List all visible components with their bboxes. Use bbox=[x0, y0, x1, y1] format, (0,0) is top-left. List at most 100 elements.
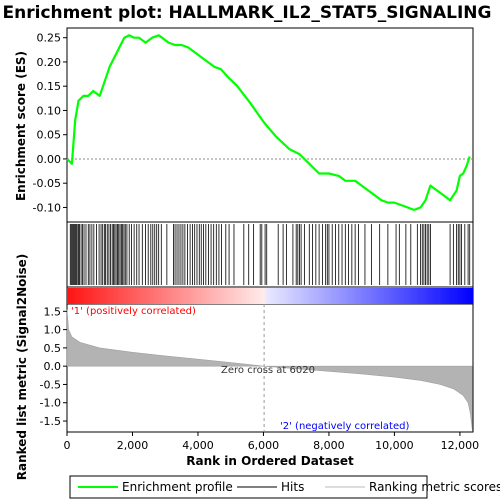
colorbar-segment bbox=[107, 288, 111, 304]
colorbar-segment bbox=[371, 288, 375, 304]
colorbar-segment bbox=[193, 288, 198, 304]
colorbar-segment bbox=[341, 288, 345, 304]
colorbar-segment bbox=[292, 288, 296, 304]
colorbar-segment bbox=[363, 288, 368, 304]
colorbar-segment bbox=[186, 288, 190, 304]
colorbar-segment bbox=[105, 288, 109, 304]
colorbar-segment bbox=[272, 288, 276, 304]
colorbar-segment bbox=[305, 288, 309, 304]
colorbar-segment bbox=[440, 288, 444, 304]
colorbar-segment bbox=[399, 288, 403, 304]
colorbar-segment bbox=[414, 288, 418, 304]
es-ytick-label: 0.00 bbox=[37, 153, 62, 166]
colorbar-segment bbox=[150, 288, 154, 304]
colorbar-segment bbox=[427, 288, 431, 304]
metric-xtick-label: 12,000 bbox=[441, 439, 480, 452]
es-ytick-label: 0.10 bbox=[37, 104, 62, 117]
colorbar-segment bbox=[310, 288, 314, 304]
colorbar-segment bbox=[396, 288, 401, 304]
metric-xtick-label: 8,000 bbox=[313, 439, 345, 452]
colorbar-segment bbox=[353, 288, 357, 304]
colorbar-segment bbox=[424, 288, 428, 304]
colorbar-segment bbox=[69, 288, 73, 304]
colorbar-segment bbox=[277, 288, 281, 304]
negative-correlation-label: '2' (negatively correlated) bbox=[280, 421, 409, 432]
colorbar-segment bbox=[366, 288, 370, 304]
colorbar-segment bbox=[417, 288, 421, 304]
colorbar-segment bbox=[176, 288, 180, 304]
colorbar-segment bbox=[211, 288, 215, 304]
colorbar-segment bbox=[325, 288, 329, 304]
colorbar-segment bbox=[143, 288, 147, 304]
colorbar-segment bbox=[254, 288, 258, 304]
metric-axis-label: Ranked list metric (Signal2Noise) bbox=[15, 254, 29, 481]
legend-hits-label: Hits bbox=[281, 480, 304, 494]
colorbar-segment bbox=[201, 288, 205, 304]
colorbar-segment bbox=[82, 288, 86, 304]
legend-metric-label: Ranking metric scores bbox=[369, 480, 500, 494]
metric-xtick-label: 10,000 bbox=[375, 439, 414, 452]
colorbar-segment bbox=[163, 288, 167, 304]
colorbar-segment bbox=[437, 288, 441, 304]
colorbar-segment bbox=[247, 288, 251, 304]
colorbar-segment bbox=[442, 288, 446, 304]
colorbar-segment bbox=[120, 288, 124, 304]
positive-correlation-label: '1' (positively correlated) bbox=[71, 306, 196, 317]
colorbar-segment bbox=[127, 288, 132, 304]
colorbar-segment bbox=[404, 288, 408, 304]
es-ytick-label: 0.25 bbox=[37, 32, 62, 45]
metric-ytick-label: 0.0 bbox=[44, 360, 62, 373]
colorbar-segment bbox=[315, 288, 319, 304]
metric-ytick-label: 1.0 bbox=[44, 324, 62, 337]
colorbar-segment bbox=[239, 288, 243, 304]
colorbar-segment bbox=[356, 288, 360, 304]
colorbar-segment bbox=[323, 288, 327, 304]
colorbar-segment bbox=[401, 288, 406, 304]
colorbar-segment bbox=[171, 288, 175, 304]
colorbar-segment bbox=[343, 288, 347, 304]
colorbar-segment bbox=[160, 288, 165, 304]
colorbar-segment bbox=[447, 288, 451, 304]
colorbar-segment bbox=[226, 288, 230, 304]
colorbar-segment bbox=[467, 288, 472, 304]
colorbar-segment bbox=[465, 288, 469, 304]
colorbar-segment bbox=[87, 288, 91, 304]
colorbar-segment bbox=[92, 288, 96, 304]
metric-xtick-label: 2,000 bbox=[117, 439, 149, 452]
colorbar-segment bbox=[285, 288, 289, 304]
colorbar-segment bbox=[135, 288, 139, 304]
colorbar-segment bbox=[358, 288, 362, 304]
colorbar-segment bbox=[259, 288, 263, 304]
colorbar-segment bbox=[300, 288, 304, 304]
colorbar-segment bbox=[391, 288, 395, 304]
colorbar-segment bbox=[264, 288, 269, 304]
es-ytick-label: -0.05 bbox=[33, 177, 61, 190]
colorbar-segment bbox=[419, 288, 423, 304]
colorbar-segment bbox=[282, 288, 286, 304]
metric-ytick-label: 0.5 bbox=[44, 342, 62, 355]
colorbar-segment bbox=[198, 288, 203, 304]
colorbar-segment bbox=[229, 288, 233, 304]
colorbar-segment bbox=[214, 288, 218, 304]
colorbar-segment bbox=[206, 288, 210, 304]
colorbar-segment bbox=[173, 288, 177, 304]
colorbar-segment bbox=[79, 288, 83, 304]
colorbar-segment bbox=[335, 288, 340, 304]
colorbar-segment bbox=[148, 288, 152, 304]
colorbar-segment bbox=[333, 288, 337, 304]
colorbar-segment bbox=[384, 288, 388, 304]
colorbar-segment bbox=[242, 288, 246, 304]
colorbar-segment bbox=[320, 288, 324, 304]
colorbar-segment bbox=[99, 288, 104, 304]
colorbar-segment bbox=[125, 288, 129, 304]
colorbar-segment bbox=[257, 288, 261, 304]
colorbar-segment bbox=[102, 288, 106, 304]
ranking-colorbar bbox=[67, 288, 474, 304]
colorbar-segment bbox=[287, 288, 291, 304]
colorbar-segment bbox=[219, 288, 223, 304]
colorbar-segment bbox=[196, 288, 200, 304]
colorbar-segment bbox=[376, 288, 380, 304]
colorbar-segment bbox=[191, 288, 195, 304]
colorbar-segment bbox=[165, 288, 170, 304]
